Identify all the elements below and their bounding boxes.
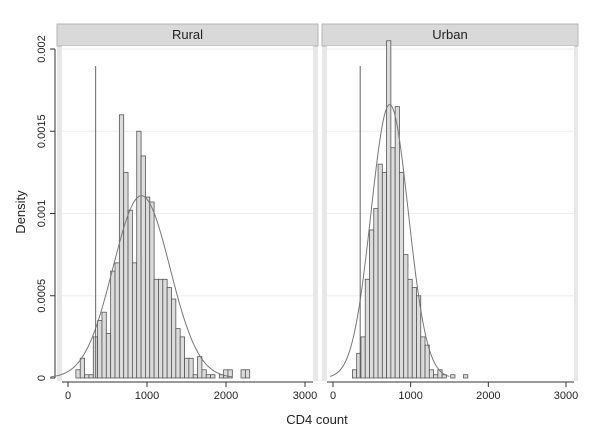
histogram-bar — [377, 163, 383, 379]
normal-density-curve — [50, 195, 233, 378]
y-axis-title: Density — [13, 190, 28, 234]
histogram-bar — [188, 357, 194, 379]
x-tick-label: 1000 — [135, 390, 159, 402]
histogram-bar — [101, 311, 107, 379]
y-tick-label: 0.0005 — [36, 279, 48, 313]
histogram-bar — [79, 357, 85, 379]
histogram-bar — [394, 106, 400, 379]
histogram-bar — [424, 344, 430, 379]
histogram-bar — [136, 130, 142, 379]
histogram-bar — [352, 369, 358, 379]
histogram-bar — [433, 374, 439, 379]
histogram-bar — [118, 114, 125, 379]
y-tick-label: 0 — [36, 375, 48, 381]
histogram-bar — [97, 320, 103, 379]
histogram-bar — [420, 336, 426, 379]
histogram-bar — [192, 374, 198, 379]
x-tick-label: 0 — [65, 390, 71, 402]
facet-panel-urban: Urban 0 1000 2000 3000 — [321, 23, 579, 402]
x-tick-label: 2000 — [214, 390, 238, 402]
histogram-bar — [158, 278, 164, 379]
facet-strip-label: Rural — [172, 27, 203, 42]
x-tick-label: 3000 — [554, 390, 578, 402]
histogram-bar — [360, 336, 366, 379]
histogram-bar — [197, 356, 203, 379]
histogram-bar — [201, 369, 207, 379]
histogram-bar — [373, 208, 379, 379]
histogram-bar — [162, 278, 168, 379]
histogram-bar — [184, 357, 190, 379]
facet-strip-label: Urban — [432, 27, 467, 42]
histogram-bar — [369, 229, 375, 379]
y-tick-label: 0.002 — [36, 35, 48, 63]
histogram-bar — [399, 171, 405, 379]
histogram-bar — [437, 369, 443, 379]
x-tick-label: 3000 — [293, 390, 317, 402]
histogram-bar — [88, 374, 94, 379]
histogram-bar — [84, 374, 90, 379]
facet-panel-rural: Rural 0 1000 2000 3000 — [50, 23, 319, 402]
histogram-bar — [140, 155, 146, 379]
y-tick-label: 0.0015 — [36, 114, 48, 148]
x-axis-title: CD4 count — [286, 412, 348, 427]
histogram-bar — [223, 369, 229, 379]
histogram-bar — [166, 287, 172, 379]
histogram-bar — [386, 40, 392, 379]
histogram-bar — [210, 374, 216, 379]
normal-density-curve — [329, 104, 450, 377]
histogram-bar — [171, 298, 177, 379]
histogram-bar — [131, 262, 138, 379]
histogram-bar — [149, 201, 155, 379]
histogram-bar — [123, 171, 129, 379]
histogram-bar — [381, 171, 387, 379]
histogram-bar — [364, 278, 370, 379]
histogram-bar — [105, 333, 112, 379]
histogram-bar — [450, 374, 456, 379]
histogram-bar — [127, 209, 133, 379]
histogram-bar — [110, 270, 116, 379]
x-tick-label: 0 — [330, 390, 336, 402]
histogram-bar — [227, 369, 233, 379]
histogram-bar — [153, 278, 159, 379]
histogram-bar — [205, 374, 211, 379]
x-tick-label: 2000 — [476, 390, 500, 402]
histogram-bar — [407, 278, 413, 379]
histogram-bar — [463, 374, 469, 379]
histogram-bar — [428, 369, 434, 379]
histogram-bar — [114, 262, 120, 379]
histogram-bar — [411, 287, 417, 379]
histogram-bar — [244, 369, 251, 379]
histogram-bar — [179, 336, 185, 379]
y-tick-label: 0.001 — [36, 200, 48, 228]
histogram-bar — [403, 254, 409, 379]
histogram-bar — [390, 147, 396, 379]
histogram-bar — [175, 328, 181, 379]
x-tick-label: 1000 — [398, 390, 422, 402]
histogram-bar — [75, 369, 81, 379]
histogram-bar — [145, 196, 151, 379]
histogram-bar — [240, 369, 246, 379]
